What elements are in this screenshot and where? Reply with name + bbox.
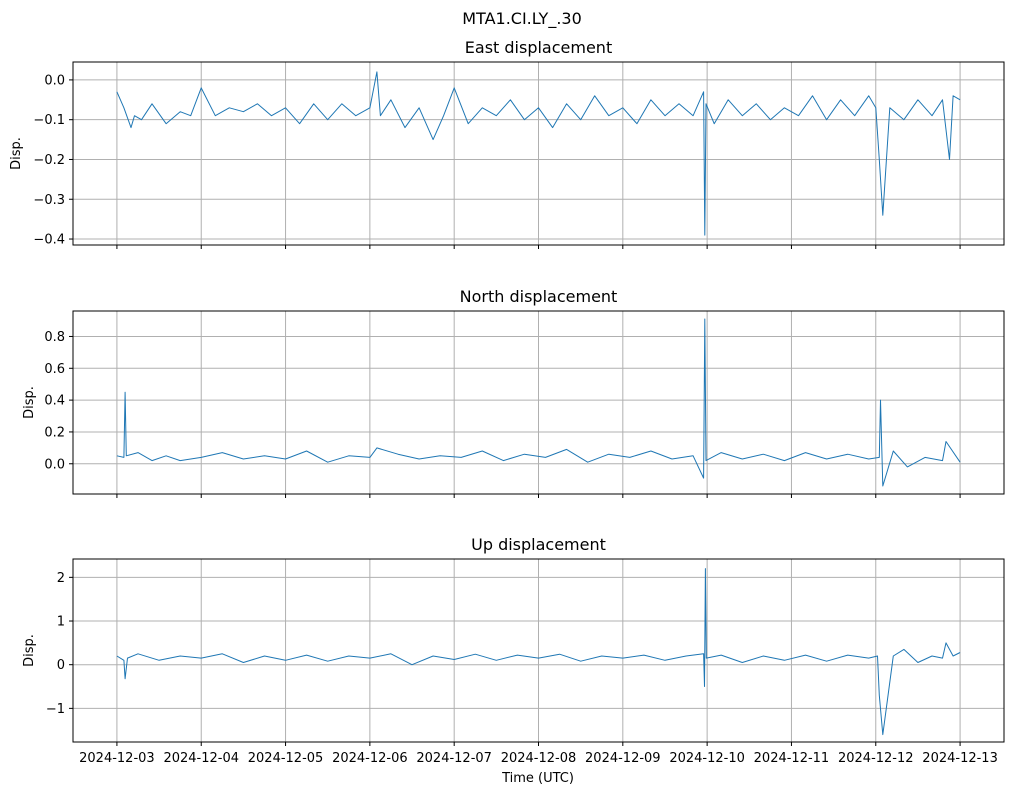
y-tick-label: −1 xyxy=(46,702,65,717)
x-tick-label: 2024-12-07 xyxy=(416,751,492,766)
x-tick-label: 2024-12-06 xyxy=(332,751,408,766)
x-tick-label: 2024-12-09 xyxy=(585,751,661,766)
axes-frame xyxy=(72,558,1005,743)
series-line xyxy=(116,318,961,487)
x-tick-label: 2024-12-03 xyxy=(79,751,155,766)
x-tick-label: 2024-12-05 xyxy=(248,751,324,766)
y-tick-label: −0.1 xyxy=(33,113,65,128)
axes-frame xyxy=(72,310,1005,495)
axes-frame xyxy=(72,61,1005,246)
y-tick-label: 0.2 xyxy=(44,425,65,440)
panel-0: 0.0 −0.1 −0.2 −0.3 −0.4 East displacement Disp… xyxy=(9,38,1005,249)
y-axis-label: Disp. xyxy=(22,386,37,419)
x-tick-label: 2024-12-04 xyxy=(163,751,239,766)
series-line xyxy=(116,71,961,236)
y-axis-label: Disp. xyxy=(22,634,37,667)
y-tick-label: 0.0 xyxy=(44,73,65,88)
panel-title: North displacement xyxy=(460,287,618,306)
y-tick-label: 2 xyxy=(57,571,65,586)
x-tick-label: 2024-12-13 xyxy=(922,751,998,766)
y-tick-label: 0 xyxy=(57,658,65,673)
y-tick-label: 0.4 xyxy=(44,394,65,409)
y-tick-label: 0.8 xyxy=(44,330,65,345)
series-line xyxy=(116,568,961,736)
x-tick-label: 2024-12-08 xyxy=(501,751,577,766)
y-tick-label: −0.3 xyxy=(33,193,65,208)
x-axis-label: Time (UTC) xyxy=(501,771,574,786)
y-axis-label: Disp. xyxy=(9,137,24,170)
x-tick-label: 2024-12-12 xyxy=(838,751,914,766)
y-tick-label: 1 xyxy=(57,615,65,630)
panel-1: 0.0 0.2 0.4 0.6 0.8 North displacement Disp. xyxy=(22,287,1005,498)
chart-suptitle: MTA1.CI.LY_.30 xyxy=(462,9,582,29)
x-tick-label: 2024-12-10 xyxy=(669,751,745,766)
y-tick-label: 0.0 xyxy=(44,457,65,472)
y-tick-label: −0.4 xyxy=(33,233,65,248)
y-tick-label: 0.6 xyxy=(44,362,65,377)
x-tick-label: 2024-12-11 xyxy=(754,751,830,766)
panel-2: 2024-12-03 2024-12-04 2024-12-05 2024-12-06… xyxy=(22,535,1005,766)
y-tick-label: −0.2 xyxy=(33,153,65,168)
panel-title: East displacement xyxy=(465,38,612,57)
panel-title: Up displacement xyxy=(471,535,606,554)
